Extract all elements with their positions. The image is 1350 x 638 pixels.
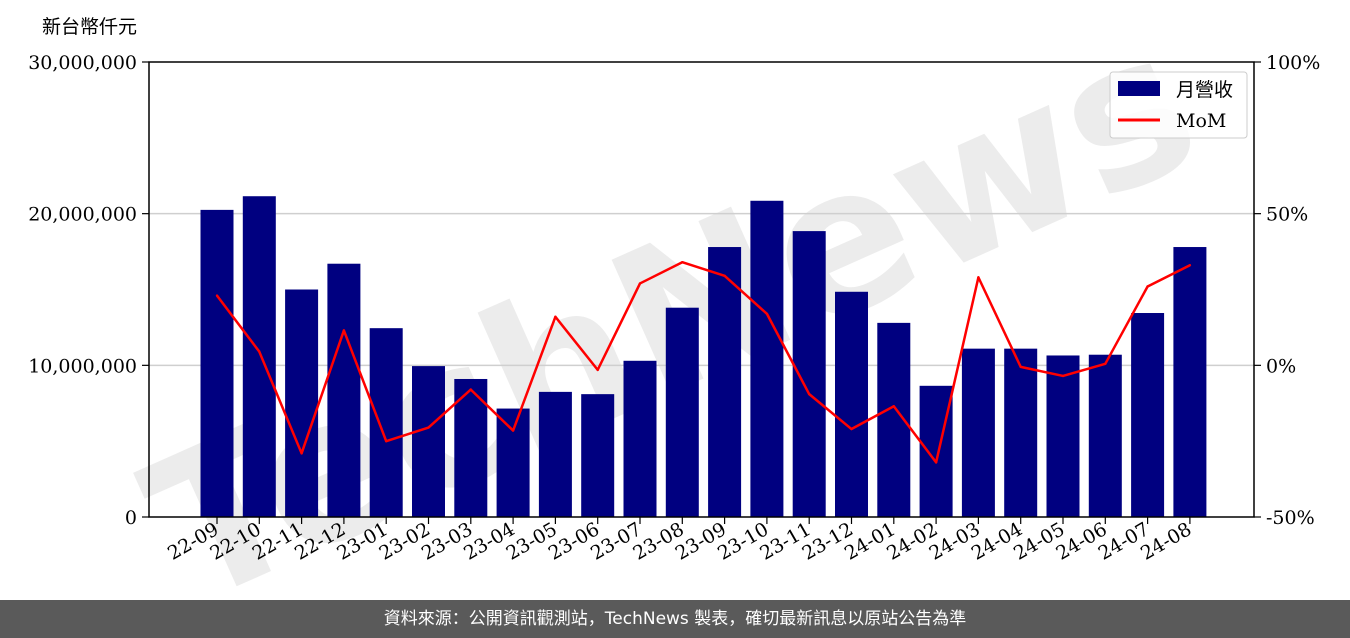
mom-point-24-04 [1019, 365, 1022, 369]
mom-point-24-08 [1188, 264, 1192, 267]
bar-23-01 [369, 328, 403, 517]
mom-point-22-11 [300, 452, 303, 455]
legend-label-mom: MoM [1176, 110, 1226, 132]
mom-point-23-04 [511, 429, 515, 432]
bar-24-03 [961, 348, 995, 517]
mom-point-22-09 [215, 294, 219, 297]
bar-22-10 [242, 196, 276, 517]
footer-source-note: 資料來源：公開資訊觀測站，TechNews 製表，確切最新訊息以原站公告為準 [0, 600, 1350, 638]
y-right-tick-label: -50% [1266, 507, 1315, 529]
bar-22-09 [200, 209, 234, 517]
mom-line [216, 260, 1191, 464]
plot-frame [148, 61, 1255, 518]
mom-point-23-03 [469, 388, 472, 391]
bar-24-06 [1088, 354, 1122, 517]
mom-point-23-10 [765, 312, 769, 315]
mom-point-23-02 [427, 426, 430, 429]
mom-point-24-03 [977, 276, 980, 279]
mom-point-24-07 [1146, 285, 1149, 288]
bar-22-11 [285, 289, 319, 517]
mom-point-23-05 [554, 315, 557, 318]
mom-point-23-12 [850, 427, 853, 431]
revenue-chart: TechNews 010,000,00020,000,00030,000,000… [28, 0, 1320, 600]
legend-label-revenue: 月營收 [1176, 79, 1233, 101]
bar-24-02 [919, 385, 953, 517]
bar-24-05 [1046, 355, 1080, 517]
mom-point-24-06 [1104, 362, 1107, 366]
bar-23-06 [581, 394, 615, 517]
y-right-tick-label: 0% [1266, 355, 1296, 377]
bar-24-07 [1131, 313, 1165, 517]
y-left-tick-label: 0 [125, 507, 137, 529]
bar-23-10 [750, 200, 784, 517]
bar-23-04 [496, 408, 530, 517]
revenue-bars [200, 196, 1207, 518]
mom-point-22-10 [258, 350, 261, 353]
bar-23-12 [835, 291, 868, 517]
mom-point-24-05 [1061, 374, 1065, 378]
bar-23-08 [665, 307, 699, 517]
mom-point-24-01 [892, 405, 895, 408]
mom-line-layer [215, 260, 1192, 464]
mom-point-23-09 [723, 274, 726, 278]
bar-24-04 [1004, 348, 1038, 517]
bar-22-12 [327, 263, 361, 517]
mom-point-23-11 [808, 392, 811, 396]
mom-point-23-08 [681, 261, 684, 264]
bar-24-08 [1173, 247, 1207, 518]
y-left-tick-label: 30,000,000 [28, 52, 137, 74]
mom-point-23-07 [638, 282, 642, 285]
y-left-tick-label: 10,000,000 [28, 355, 137, 377]
bar-23-05 [538, 391, 572, 517]
mom-point-23-06 [596, 368, 599, 372]
bar-23-02 [412, 366, 445, 517]
bar-23-07 [623, 360, 657, 517]
legend-swatch-revenue [1118, 81, 1160, 96]
y-right-tick-label: 100% [1266, 52, 1320, 74]
mom-point-23-01 [385, 439, 388, 443]
y-left-tick-label: 20,000,000 [28, 204, 137, 226]
legend: 月營收 MoM [1109, 71, 1248, 139]
y-right-tick-label: 50% [1266, 204, 1308, 226]
mom-point-24-02 [934, 461, 938, 464]
mom-point-22-12 [342, 329, 346, 332]
bar-23-09 [708, 247, 742, 518]
y-axis-unit-label: 新台幣仟元 [42, 16, 137, 38]
